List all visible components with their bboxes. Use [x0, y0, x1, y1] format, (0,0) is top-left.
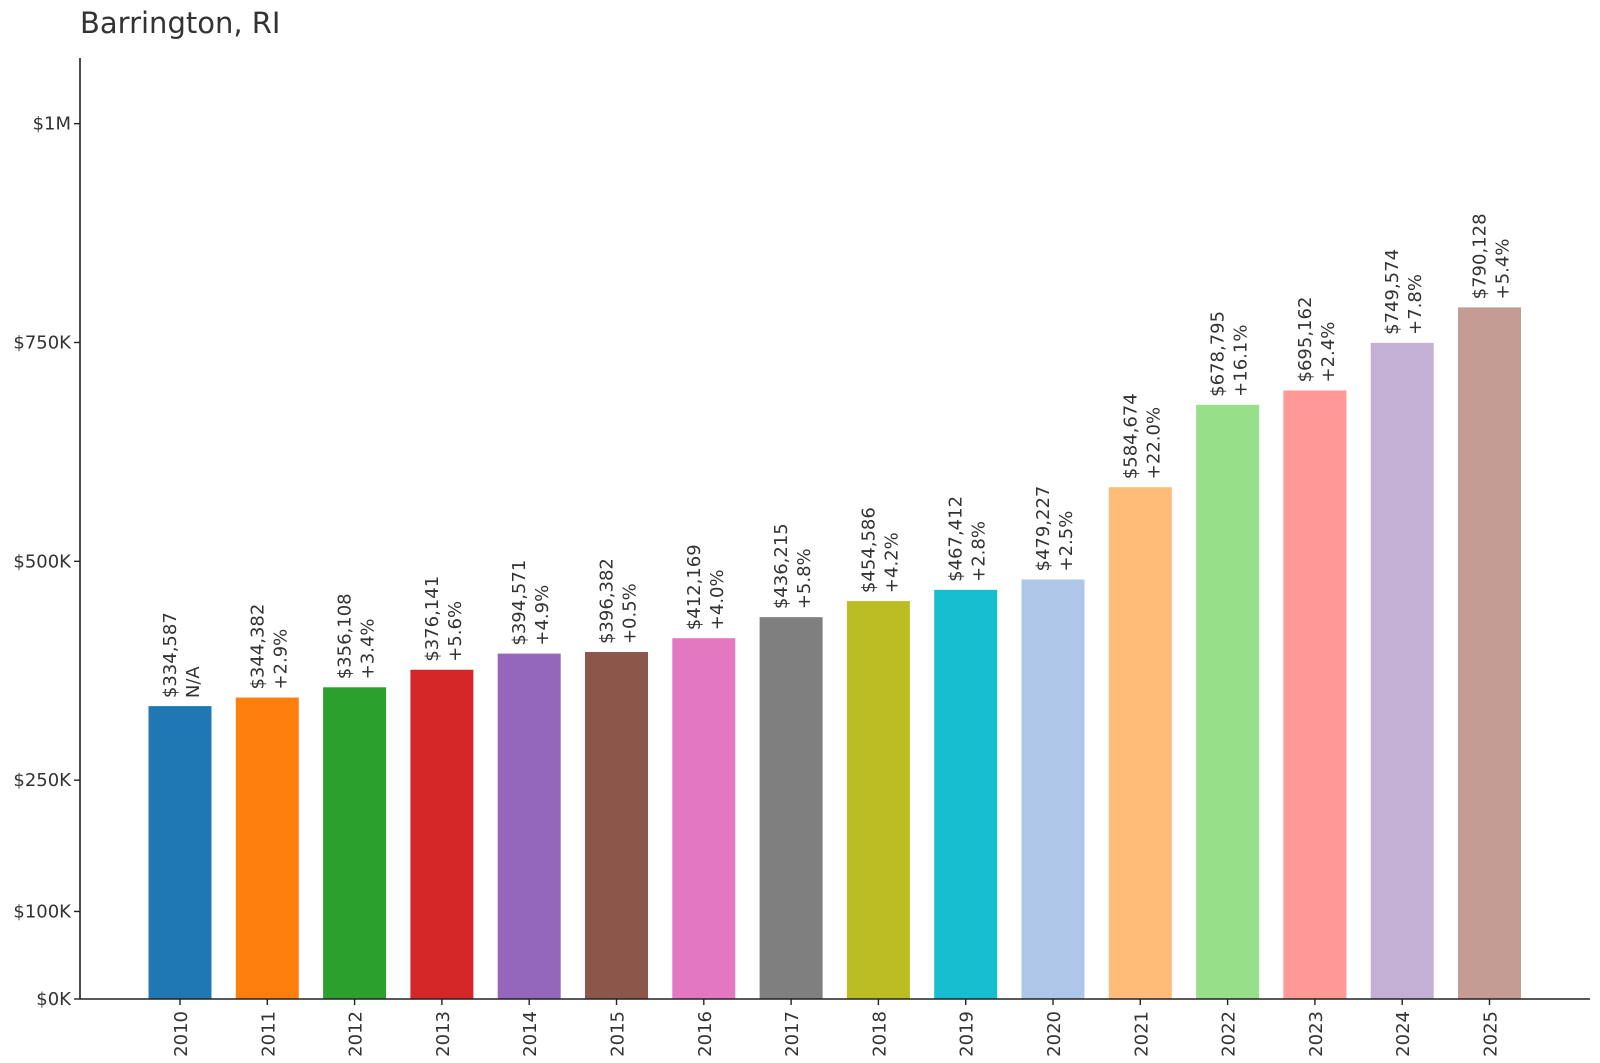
bar-2015: [585, 652, 648, 999]
x-tick-label: 2016: [695, 1011, 716, 1057]
bar-value-label: $749,574: [1382, 249, 1403, 335]
bar-change-label: +22.0%: [1143, 407, 1164, 479]
y-tick-label: $0K: [36, 989, 72, 1010]
bar-2024: [1370, 342, 1434, 999]
bar-change-label: +4.9%: [532, 585, 553, 646]
x-tick-label: 2012: [346, 1011, 367, 1057]
y-tick-label: $500K: [13, 551, 72, 572]
bar-change-label: +0.5%: [620, 583, 641, 644]
bar-value-label: $344,382: [247, 604, 268, 690]
bar-value-label: $790,128: [1470, 213, 1491, 299]
x-tick-label: 2025: [1481, 1011, 1502, 1057]
axes-layer: [79, 58, 1590, 1000]
bar-change-label: +5.4%: [1493, 239, 1514, 300]
bar-value-label: $678,795: [1208, 311, 1229, 397]
bar-change-label: +16.1%: [1231, 325, 1252, 397]
x-tick-label: 2024: [1393, 1011, 1414, 1057]
x-tick-label: 2011: [258, 1011, 279, 1057]
bar-value-label: $376,141: [422, 576, 443, 662]
bar-2017: [759, 617, 823, 999]
x-tick-label: 2014: [520, 1011, 541, 1057]
x-tick-label: 2018: [869, 1011, 890, 1057]
bar-change-label: +2.5%: [1056, 511, 1077, 572]
bar-2022: [1196, 404, 1260, 999]
x-tick-label: 2017: [782, 1011, 803, 1057]
y-ticks-layer: $0K $100K $250K $500K $750K $1M: [13, 114, 80, 1010]
bar-value-label: $436,215: [771, 523, 792, 609]
bar-value-label: $356,108: [335, 593, 356, 679]
bar-change-label: +7.8%: [1405, 274, 1426, 335]
bar-2019: [934, 589, 998, 999]
bar-value-label: $412,169: [684, 544, 705, 630]
bar-value-label: $467,412: [946, 496, 967, 582]
y-tick-label: $1M: [33, 114, 71, 135]
y-tick-label: $250K: [13, 770, 72, 791]
bar-value-label: $394,571: [509, 560, 530, 646]
bar-value-label: $479,227: [1033, 486, 1054, 572]
bar-2012: [323, 687, 387, 999]
bar-change-label: +3.4%: [358, 618, 379, 679]
bar-2020: [1021, 579, 1085, 999]
x-tick-label: 2015: [608, 1011, 629, 1057]
bar-value-label: $695,162: [1295, 297, 1316, 383]
x-tick-label: 2021: [1131, 1011, 1152, 1057]
y-tick-label: $750K: [13, 332, 72, 353]
bar-change-label: +4.0%: [707, 569, 728, 630]
bar-change-label: +2.9%: [270, 629, 291, 690]
bar-2011: [235, 697, 299, 999]
bar-2010: [148, 706, 212, 999]
x-tick-label: 2022: [1219, 1011, 1240, 1057]
bar-2016: [672, 638, 736, 999]
x-ticks-layer: 2010 2011 2012 2013 2014 2015 2016 2017 2018 2019…: [171, 999, 1502, 1057]
y-tick-label: $100K: [13, 901, 72, 922]
bar-change-label: +4.2%: [881, 532, 902, 593]
bar-2013: [410, 669, 474, 999]
x-tick-label: 2020: [1044, 1011, 1065, 1057]
bars-layer: [148, 307, 1521, 1000]
chart-title: Barrington, RI: [80, 6, 281, 40]
bar-labels-layer: $334,587 N/A $344,382 +2.9% $356,108 +3.4% $37…: [160, 213, 1514, 698]
x-tick-label: 2023: [1306, 1011, 1327, 1057]
bar-value-label: $334,587: [160, 612, 181, 698]
x-tick-label: 2013: [433, 1011, 454, 1057]
bar-2018: [846, 601, 910, 999]
bar-value-label: $396,382: [597, 558, 618, 644]
bar-change-label: +2.4%: [1318, 322, 1339, 383]
x-tick-label: 2010: [171, 1011, 192, 1057]
bar-2014: [497, 653, 561, 999]
bar-2025: [1458, 307, 1521, 999]
bar-change-label: +5.8%: [794, 548, 815, 609]
bar-change-label: N/A: [183, 666, 204, 699]
bar-2021: [1108, 487, 1172, 999]
bar-change-label: +2.8%: [969, 521, 990, 582]
x-tick-label: 2019: [957, 1011, 978, 1057]
bar-value-label: $584,674: [1120, 393, 1141, 479]
bar-change-label: +5.6%: [445, 601, 466, 662]
bar-value-label: $454,586: [858, 507, 879, 593]
bar-2023: [1283, 390, 1347, 1000]
